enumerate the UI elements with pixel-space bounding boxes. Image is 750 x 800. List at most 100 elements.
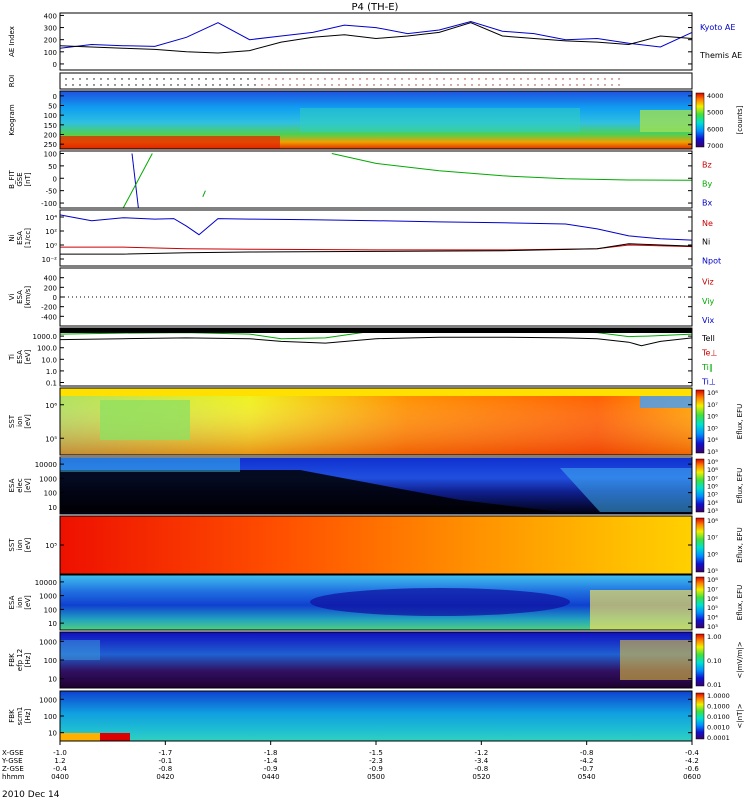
xtick-label: -0.6 <box>685 765 699 773</box>
xtick-label: -0.9 <box>369 765 383 773</box>
ytick-label: 0 <box>53 294 57 302</box>
ytick-label: 150 <box>44 122 57 130</box>
roi-dot <box>128 84 130 86</box>
ylabel-text: [eV] <box>24 595 32 610</box>
xtick-label: -0.7 <box>580 765 594 773</box>
ytick-label: 10⁵ <box>45 435 57 443</box>
colorbar-tick: 1.0000 <box>707 692 730 700</box>
colorbar-tick: 5000 <box>707 109 724 117</box>
ylabel-fbk_e: FBK efp 12 [Hz] <box>8 649 32 671</box>
colorbar-tick: 10⁸ <box>707 576 718 584</box>
xtick-label: -1.2 <box>474 749 488 757</box>
colorbar-esa_elec <box>695 458 705 513</box>
ytick-label: 10000 <box>35 461 57 469</box>
xtick-label: 0520 <box>472 773 490 781</box>
roi-dot <box>65 78 67 80</box>
roi-dot <box>114 84 116 86</box>
roi-dot <box>219 84 221 86</box>
ytick-label: 200 <box>44 37 57 45</box>
xaxis-row-label: Z-GSE <box>2 765 24 773</box>
roi-dot <box>226 84 228 86</box>
xaxis-row-label: X-GSE <box>2 749 24 757</box>
roi-dot <box>597 78 599 80</box>
plot-layer <box>59 20 693 347</box>
roi-dot <box>184 84 186 86</box>
ylabel-text: AE Index <box>8 26 16 57</box>
roi-dot <box>394 84 396 86</box>
roi-dot <box>401 78 403 80</box>
roi-dot <box>331 78 333 80</box>
roi-dot <box>268 84 270 86</box>
xtick-label: -1.5 <box>369 749 383 757</box>
roi-dot <box>191 78 193 80</box>
roi-dot <box>261 78 263 80</box>
roi-dot <box>247 84 249 86</box>
ytick-label: 10⁰ <box>45 242 57 250</box>
roi-dot <box>583 78 585 80</box>
roi-dot <box>562 78 564 80</box>
roi-dot <box>212 84 214 86</box>
esa-ion-image <box>60 575 692 630</box>
colorbar-sst_ion <box>695 389 705 454</box>
ytick-label: -400 <box>41 313 57 321</box>
roi-dot <box>163 84 165 86</box>
panel-frame-bfit <box>59 150 693 209</box>
legend-entry: Bx <box>702 198 712 207</box>
roi-dot <box>135 78 137 80</box>
ylabel-text: ESA <box>16 290 24 304</box>
roi-dot <box>282 78 284 80</box>
ylabel-esa_elec: ESA elec [eV] <box>8 478 32 493</box>
panel-frame-esa_elec <box>59 456 693 515</box>
legend-entry: Vix <box>702 316 715 325</box>
ytick-label: 10.0 <box>41 356 57 364</box>
roi-dot <box>72 78 74 80</box>
roi-dot <box>198 84 200 86</box>
legend-entry: Themis AE <box>699 51 742 60</box>
roi-dot <box>618 78 620 80</box>
legend-entry: By <box>702 179 712 188</box>
colorbar-label: Eflux, EFU <box>736 468 744 503</box>
roi-dot <box>345 78 347 80</box>
roi-dot <box>338 78 340 80</box>
roi-dot <box>506 78 508 80</box>
roi-dot <box>380 84 382 86</box>
ti-top-band <box>60 328 692 333</box>
panel-frame-roi <box>59 72 693 90</box>
legend-entry: Ne <box>702 219 713 228</box>
colorbar-label: Eflux, EFU <box>736 527 744 562</box>
xtick-label: 0420 <box>156 773 174 781</box>
roi-dot <box>331 84 333 86</box>
sst-ion2-image <box>60 516 692 574</box>
roi-dot <box>177 78 179 80</box>
roi-dot <box>569 84 571 86</box>
ylabel-text: [Hz] <box>24 709 32 724</box>
roi-dot <box>611 84 613 86</box>
xtick-label: 0400 <box>51 773 69 781</box>
roi-dot <box>233 84 235 86</box>
colorbar-esa_ion <box>695 576 705 629</box>
fbk-scm-image <box>60 691 692 741</box>
ytick-label: 10 <box>48 676 57 684</box>
roi-dot <box>156 78 158 80</box>
ytick-label: 400 <box>44 275 57 283</box>
colorbar-tick: 10³ <box>707 448 718 456</box>
legend-entry: Npot <box>702 256 721 265</box>
roi-dot <box>422 84 424 86</box>
roi-dot <box>79 78 81 80</box>
roi-dot <box>464 84 466 86</box>
fbk-efp-image <box>60 632 692 688</box>
roi-dot <box>492 84 494 86</box>
colorbar-tick: 10⁴ <box>707 614 718 622</box>
roi-dot <box>296 78 298 80</box>
roi-dot <box>457 78 459 80</box>
roi-dot <box>597 84 599 86</box>
roi-dot <box>100 84 102 86</box>
roi-dot <box>142 84 144 86</box>
ylabel-keogram: Keogram <box>8 104 16 135</box>
xtick-label: 0440 <box>262 773 280 781</box>
roi-dot <box>366 78 368 80</box>
ylabel-text: ESA <box>8 595 16 609</box>
ytick-label: 10000 <box>35 579 57 587</box>
ytick-label: 250 <box>44 141 57 149</box>
ytick-label: 100 <box>44 657 57 665</box>
